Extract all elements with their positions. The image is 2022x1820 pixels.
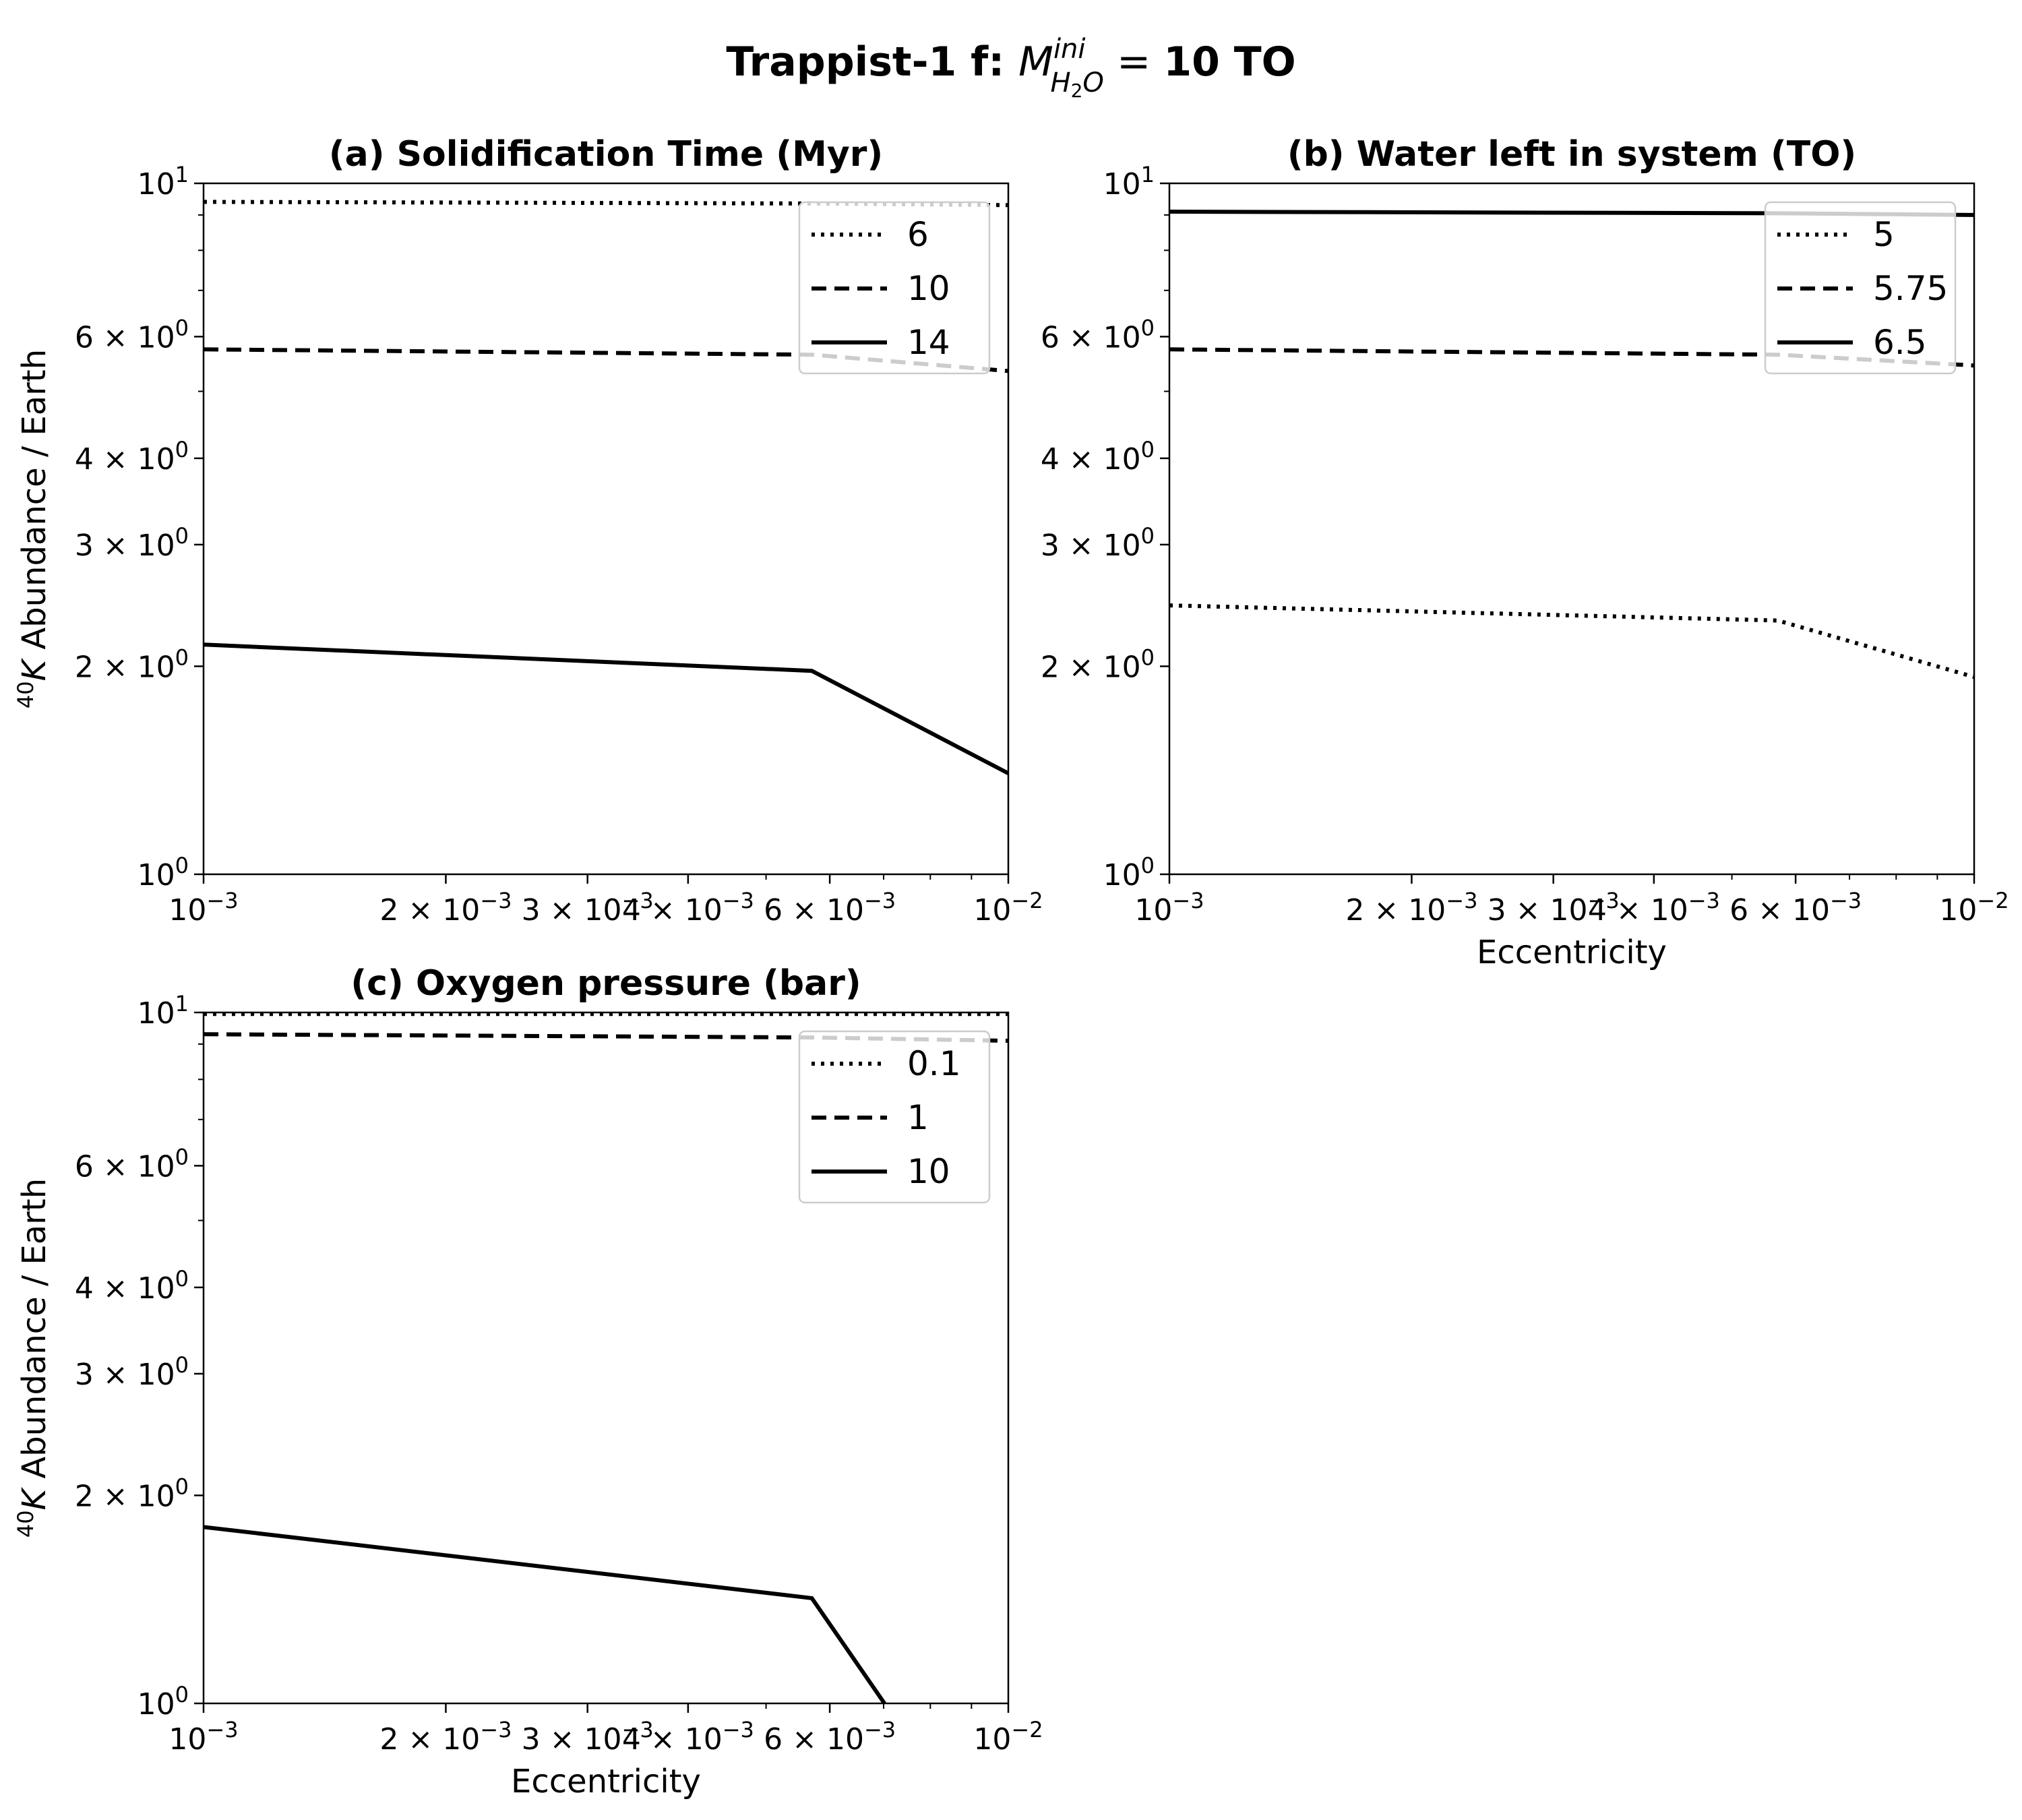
title-prefix: Trappist-1 f:	[726, 38, 1018, 86]
legend-label: 0.1	[907, 1044, 961, 1083]
title-suffix: 10 TO	[1163, 38, 1295, 86]
legend-box	[798, 1030, 991, 1204]
legend-label: 5.75	[1873, 269, 1948, 308]
x-tick-label: 10−3	[168, 1717, 238, 1757]
y-tick-label: 100	[137, 1682, 189, 1722]
x-tick-label: 4 × 10−3	[1588, 888, 1720, 928]
legend-label: 6.5	[1873, 323, 1927, 362]
legend-label: 10	[907, 269, 950, 308]
y-tick-label: 6 × 100	[75, 315, 189, 355]
panel-title: (b) Water left in system (TO)	[1287, 134, 1856, 175]
x-axis-label: Eccentricity	[1477, 934, 1667, 971]
legend-label: 5	[1873, 215, 1895, 254]
y-tick-label: 101	[137, 162, 189, 202]
panel-title: (a) Solidification Time (Myr)	[329, 134, 883, 175]
series-line-solid	[204, 1525, 887, 1703]
title-equals: =	[1104, 38, 1163, 86]
legend: 5 5.75 6.5	[1764, 201, 1957, 375]
y-tick-label: 2 × 100	[75, 1474, 189, 1513]
x-axis-label: Eccentricity	[511, 1763, 701, 1800]
title-symbol: M	[1018, 38, 1053, 86]
axes-frame	[202, 182, 1010, 876]
x-tick-label: 4 × 10−3	[622, 1717, 754, 1757]
title-superscript: ini	[1053, 34, 1086, 65]
title-subscript-tail: O	[1082, 67, 1103, 98]
title-subscript: H	[1051, 67, 1071, 98]
series-line-dotted	[1169, 603, 1974, 679]
y-tick-label: 3 × 100	[75, 1352, 189, 1392]
panel-b: 100 2 × 100 3 × 100 4 × 100 6 × 100 101 10−3 2 …	[1041, 134, 2009, 971]
x-tick-label: 2 × 10−3	[1345, 888, 1477, 928]
x-tick-label: 3 × 10−3	[522, 888, 654, 928]
y-tick-label: 4 × 100	[75, 1266, 189, 1306]
legend-box	[798, 201, 991, 375]
x-tick-label: 3 × 10−3	[522, 1717, 654, 1757]
y-tick-label: 6 × 100	[75, 1144, 189, 1184]
x-tick-label: 10−3	[168, 888, 238, 928]
figure-title: Trappist-1 f: Mini H2O = 10 TO	[726, 34, 1295, 102]
y-tick-label: 100	[137, 853, 189, 892]
y-tick-label: 3 × 100	[1041, 523, 1155, 563]
legend: 0.1 1 10	[798, 1030, 991, 1204]
y-tick-label: 100	[1103, 853, 1155, 892]
y-tick-label: 2 × 100	[75, 644, 189, 684]
legend-label: 6	[907, 215, 929, 254]
x-tick-label: 6 × 10−3	[764, 1717, 896, 1757]
x-tick-label: 4 × 10−3	[622, 888, 754, 928]
x-tick-label: 2 × 10−3	[379, 1717, 512, 1757]
legend-box	[1764, 201, 1957, 375]
legend-label: 14	[907, 323, 950, 362]
axes-frame	[1168, 182, 1975, 876]
x-tick-label: 10−3	[1134, 888, 1204, 928]
y-tick-label: 101	[137, 991, 189, 1031]
x-tick-label: 10−2	[973, 1717, 1043, 1757]
panel-title: (c) Oxygen pressure (bar)	[350, 963, 861, 1004]
series-line-solid	[204, 642, 1008, 775]
x-tick-label: 10−2	[1939, 888, 2009, 928]
legend-label: 10	[907, 1152, 950, 1191]
x-tick-label: 2 × 10−3	[379, 888, 512, 928]
legend: 6 10 14	[798, 201, 991, 375]
y-tick-label: 4 × 100	[1041, 437, 1155, 477]
title-subscript-digit: 2	[1071, 80, 1083, 102]
x-tick-label: 10−2	[973, 888, 1043, 928]
x-tick-label: 3 × 10−3	[1488, 888, 1620, 928]
y-tick-label: 101	[1103, 162, 1155, 202]
y-tick-label: 4 × 100	[75, 437, 189, 477]
legend-label: 1	[907, 1098, 929, 1137]
y-tick-label: 3 × 100	[75, 523, 189, 563]
y-axis-label: 40K Abundance / Earth	[13, 349, 53, 708]
x-tick-label: 6 × 10−3	[1729, 888, 1862, 928]
y-tick-label: 6 × 100	[1041, 315, 1155, 355]
panel-a: 100 2 × 100 3 × 100 4 × 100 6 × 100 101 10−3 2 …	[13, 134, 1043, 928]
axes-frame	[202, 1011, 1010, 1705]
y-tick-label: 2 × 100	[1041, 644, 1155, 684]
x-tick-label: 6 × 10−3	[764, 888, 896, 928]
y-axis-label: 40K Abundance / Earth	[13, 1178, 53, 1538]
